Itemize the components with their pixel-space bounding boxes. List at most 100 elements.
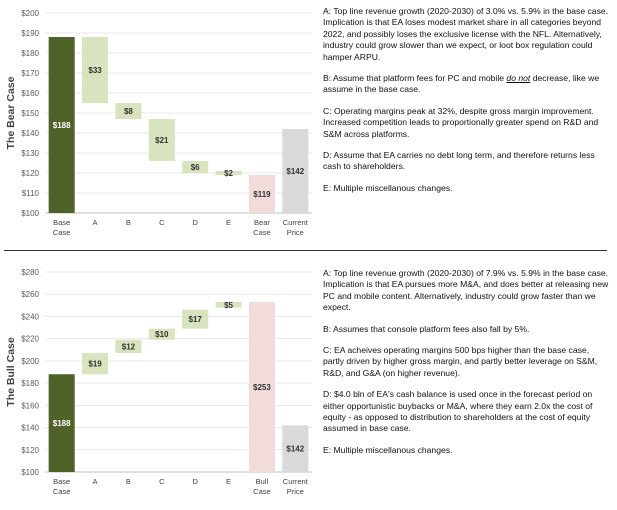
x-tick-label: E (226, 218, 231, 227)
y-tick-label: $280 (21, 268, 39, 277)
x-tick-label-line: C (159, 218, 165, 227)
section-divider (4, 250, 607, 251)
x-tick-label: Base Case (53, 477, 71, 496)
y-tick-label: $180 (21, 49, 39, 58)
x-tick-label-line: Price (287, 228, 304, 237)
x-tick-label-line: A (93, 477, 98, 486)
x-tick-label: Bear Case (253, 218, 271, 237)
bull-case-panel: $100 $120 $140 $160 $180 $200 $220 $240 $260 $280… (0, 258, 617, 510)
x-tick-label-line: E (226, 477, 231, 486)
bear-note-b-end: decrease, like we assume in the base cas… (323, 73, 600, 95)
x-tick-label-line: Price (287, 487, 304, 496)
bull-case-notes: A: Top line revenue growth (2020-2030) o… (323, 268, 609, 466)
data-label: $21 (155, 136, 169, 145)
x-tick-label: B (126, 218, 131, 227)
bear-note-b: B: Assume that platform fees for PC and … (323, 73, 609, 96)
bear-note-d: D: Assume that EA carries no debt long t… (323, 150, 595, 172)
x-tick-label: E (226, 477, 231, 486)
y-tick-label: $150 (21, 109, 39, 118)
bear-case-notes: A: Top line revenue growth (2020-2030) o… (323, 6, 609, 204)
x-tick-label: A (93, 477, 98, 486)
data-label: $19 (88, 360, 102, 369)
x-tick-label-line: Case (53, 228, 71, 237)
x-tick-label: A (93, 218, 98, 227)
bar-step (82, 37, 109, 103)
y-tick-label: $120 (21, 446, 39, 455)
x-tick-label: D (192, 218, 198, 227)
bar-price (282, 425, 309, 472)
bar-bear (248, 175, 275, 213)
bull-case-chart: $100 $120 $140 $160 $180 $200 $220 $240 $260 $280… (5, 268, 312, 496)
x-tick-label: Bull Case (253, 477, 271, 496)
x-tick-label-line: Bear (254, 218, 270, 227)
y-tick-label: $100 (21, 209, 39, 218)
bear-case-panel: $100 $110 $120 $130 $140 $150 $160 $170 $180 $190… (0, 0, 617, 248)
bear-note-b-emphasis: do not (506, 73, 531, 84)
bull-note-b: B: Assumes that console platform fees al… (323, 323, 530, 334)
x-tick-label-line: C (159, 477, 165, 486)
bar-base (48, 374, 75, 472)
x-tick-label-line: Case (253, 487, 271, 496)
bull-note-d: D: $4.0 bln of EA's cash balance is used… (323, 389, 593, 434)
bear-note-a: A: Top line revenue growth (2020-2030) o… (323, 6, 609, 62)
bull-note-c: C: EA acheives operating margins 500 bps… (323, 345, 598, 378)
bear-case-chart: $100 $110 $120 $130 $140 $150 $160 $170 $180 $190… (5, 9, 312, 237)
data-label: $2 (224, 169, 233, 178)
bar-bull (248, 302, 275, 472)
data-label: $142 (286, 167, 304, 176)
x-tick-label-line: B (126, 218, 131, 227)
y-tick-label: $140 (21, 424, 39, 433)
data-label: $8 (124, 107, 133, 116)
y-tick-label: $140 (21, 129, 39, 138)
x-tick-label-line: Case (253, 228, 271, 237)
x-tick-label: Base Case (53, 218, 71, 237)
data-label: $253 (253, 383, 271, 392)
bar-base (48, 37, 75, 213)
bar-step (82, 353, 109, 375)
y-tick-label: $120 (21, 169, 39, 178)
bar-step (148, 119, 175, 161)
data-label: $119 (253, 190, 271, 199)
y-tick-label: $100 (21, 468, 39, 477)
bar-step (215, 302, 242, 308)
y-axis-title: The Bull Case (5, 337, 17, 407)
x-tick-label-line: A (93, 218, 98, 227)
y-tick-label: $110 (22, 189, 40, 198)
x-tick-label-line: D (192, 218, 198, 227)
bar-step (148, 328, 175, 340)
bar-step (182, 161, 209, 173)
bar-step (182, 309, 209, 329)
y-tick-label: $170 (21, 69, 39, 78)
x-tick-label: Current Price (283, 218, 309, 237)
y-tick-label: $190 (21, 29, 39, 38)
x-tick-label-line: Base (53, 218, 70, 227)
bear-note-b-start: B: Assume that platform fees for PC and … (323, 73, 507, 84)
y-axis-title: The Bear Case (5, 76, 17, 149)
bar-step (115, 103, 142, 119)
data-label: $12 (122, 342, 136, 351)
x-tick-label: C (159, 477, 165, 486)
data-label: $6 (191, 163, 200, 172)
bull-note-a: A: Top line revenue growth (2020-2030) o… (323, 268, 609, 313)
data-label: $188 (53, 419, 71, 428)
bear-note-e: E: Multiple miscellanous changes. (323, 182, 453, 193)
x-tick-label-line: Bull (256, 477, 269, 486)
y-tick-label: $130 (21, 149, 39, 158)
bar-price (282, 129, 309, 213)
y-tick-label: $200 (21, 357, 39, 366)
data-label: $33 (88, 66, 102, 75)
y-tick-label: $160 (21, 89, 39, 98)
x-tick-label: Current Price (283, 477, 309, 496)
y-tick-label: $180 (21, 379, 39, 388)
x-tick-label-line: E (226, 218, 231, 227)
bar-step (115, 339, 142, 354)
x-tick-label-line: Case (53, 487, 71, 496)
x-tick-label-line: Current (283, 477, 309, 486)
y-tick-label: $200 (21, 9, 39, 18)
data-label: $188 (53, 121, 71, 130)
x-tick-label-line: D (192, 477, 198, 486)
data-label: $142 (286, 445, 304, 454)
x-tick-label-line: B (126, 477, 131, 486)
y-tick-label: $160 (21, 401, 39, 410)
x-tick-label: C (159, 218, 165, 227)
